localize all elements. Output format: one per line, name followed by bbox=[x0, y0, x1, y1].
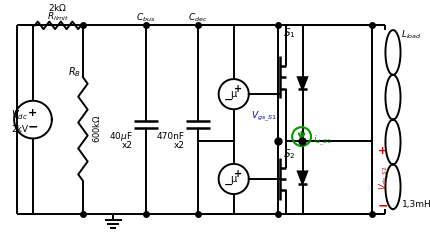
Text: x2: x2 bbox=[122, 141, 132, 150]
Text: 2k$\Omega$: 2k$\Omega$ bbox=[48, 2, 68, 13]
Text: 600k$\Omega$: 600k$\Omega$ bbox=[90, 114, 101, 143]
Text: −: − bbox=[224, 95, 233, 105]
Text: $C_{dec}$: $C_{dec}$ bbox=[187, 12, 207, 24]
Text: −: − bbox=[377, 200, 387, 213]
Text: $i_{d\_S1}$: $i_{d\_S1}$ bbox=[312, 133, 331, 147]
Polygon shape bbox=[297, 77, 307, 89]
Text: 40$\mu$F: 40$\mu$F bbox=[109, 130, 132, 143]
Text: +: + bbox=[28, 108, 37, 118]
Text: 1,3mH: 1,3mH bbox=[400, 200, 430, 209]
Text: μ: μ bbox=[230, 89, 237, 99]
Text: $R_{limit}$: $R_{limit}$ bbox=[47, 11, 69, 23]
Text: $V_{dc}$: $V_{dc}$ bbox=[12, 108, 28, 122]
Text: +: + bbox=[377, 146, 386, 156]
Text: 2kV: 2kV bbox=[11, 125, 28, 134]
Text: $L_{load}$: $L_{load}$ bbox=[400, 28, 421, 41]
Text: x2: x2 bbox=[173, 141, 184, 150]
Text: $C_{bus}$: $C_{bus}$ bbox=[136, 12, 155, 24]
Text: +: + bbox=[234, 169, 242, 179]
Text: +: + bbox=[234, 84, 242, 94]
Text: 470nF: 470nF bbox=[157, 132, 184, 141]
Polygon shape bbox=[297, 171, 307, 184]
Text: −: − bbox=[224, 180, 233, 190]
Text: $S_2$: $S_2$ bbox=[282, 147, 295, 161]
Text: $R_B$: $R_B$ bbox=[68, 66, 81, 79]
Text: −: − bbox=[28, 121, 38, 134]
Text: $V_{gs\_S1}$: $V_{gs\_S1}$ bbox=[250, 110, 276, 124]
Text: $S_1$: $S_1$ bbox=[282, 26, 295, 40]
Text: μ: μ bbox=[230, 174, 237, 184]
Text: $V_{ds\_S2}$: $V_{ds\_S2}$ bbox=[377, 165, 391, 190]
